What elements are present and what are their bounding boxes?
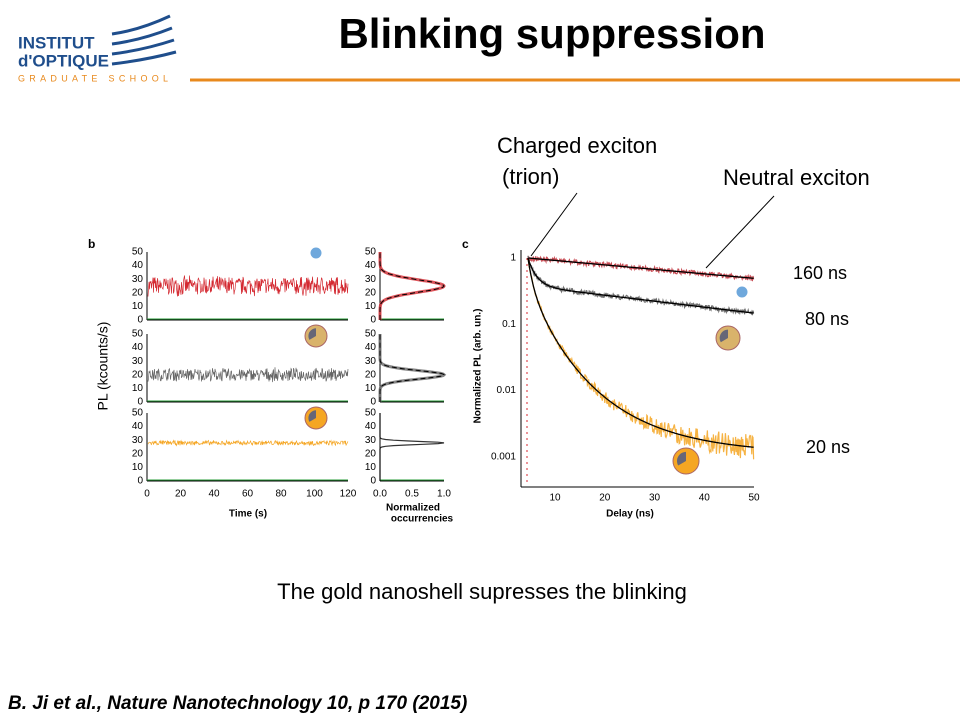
tick-label: 20 [365, 369, 377, 380]
particle-icon [309, 246, 323, 260]
x-axis-label: Normalized [386, 503, 440, 514]
tick-label: 40 [132, 421, 144, 432]
tick-label: 40 [208, 489, 220, 500]
decay-fit [527, 257, 754, 279]
arrow [530, 192, 578, 257]
tick-label: 0 [370, 476, 376, 487]
particle-core [308, 328, 316, 340]
annotation: Charged exciton [497, 133, 657, 158]
decay-data [527, 255, 755, 316]
arrow [705, 195, 775, 269]
title: Blinking suppression [338, 10, 765, 57]
histogram [378, 252, 446, 320]
tick-label: 30 [132, 356, 144, 367]
tick-label: 30 [132, 435, 144, 446]
tick-label: 0.1 [502, 319, 516, 330]
tick-label: 20 [365, 448, 377, 459]
tick-label: 10 [549, 493, 561, 504]
tick-label: 50 [132, 247, 144, 258]
tick-label: 30 [132, 274, 144, 285]
decay-fit [527, 257, 754, 448]
decay-fit [527, 257, 754, 314]
tick-label: 0 [137, 315, 143, 326]
caption: The gold nanoshell supresses the blinkin… [277, 579, 687, 604]
tick-label: 10 [365, 383, 377, 394]
tick-label: 0.001 [491, 452, 516, 463]
tick-label: 50 [132, 408, 144, 419]
tick-label: 20 [365, 287, 377, 298]
panel-label: c [462, 237, 469, 251]
pl-trace [147, 439, 349, 447]
tick-label: 20 [599, 493, 611, 504]
tick-label: 30 [365, 435, 377, 446]
tick-label: 10 [365, 462, 377, 473]
particle-icon [735, 285, 749, 299]
tick-label: 50 [365, 408, 377, 419]
tick-label: 0.5 [405, 489, 419, 500]
panel-label: b [88, 237, 95, 251]
tick-label: 1.0 [437, 489, 451, 500]
tick-label: 10 [132, 462, 144, 473]
tick-label: 0 [137, 397, 143, 408]
tick-label: 40 [132, 260, 144, 271]
tick-label: 0 [144, 489, 150, 500]
logo-line: d'OPTIQUE [18, 51, 109, 70]
tick-label: 0 [370, 397, 376, 408]
tick-label: 0.0 [373, 489, 387, 500]
logo-line: GRADUATE SCHOOL [18, 73, 172, 83]
tick-label: 20 [132, 287, 144, 298]
histogram [378, 334, 447, 402]
tick-label: 30 [649, 493, 661, 504]
tick-label: 20 [132, 448, 144, 459]
tick-label: 10 [132, 301, 144, 312]
lifetime: 80 ns [805, 309, 849, 329]
tick-label: 120 [340, 489, 357, 500]
logo-line: INSTITUT [18, 33, 95, 52]
tick-label: 0 [137, 476, 143, 487]
tick-label: 100 [306, 489, 323, 500]
tick-label: 1 [510, 253, 516, 264]
reference: B. Ji et al., Nature Nanotechnology 10, … [8, 693, 467, 714]
tick-label: 50 [365, 329, 377, 340]
tick-label: 50 [132, 329, 144, 340]
annotation: (trion) [502, 164, 559, 189]
tick-label: 50 [748, 493, 760, 504]
y-axis-label: PL (kcounts/s) [95, 322, 111, 411]
lifetime: 160 ns [793, 263, 847, 283]
tick-label: 40 [132, 342, 144, 353]
tick-label: 50 [365, 247, 377, 258]
x-axis-label: Time (s) [229, 509, 267, 520]
x-axis-label: occurrencies [391, 514, 454, 525]
particle-core [676, 451, 686, 466]
tick-label: 40 [365, 342, 377, 353]
particle-core [308, 410, 316, 422]
annotation: Neutral exciton [723, 165, 870, 190]
tick-label: 20 [132, 369, 144, 380]
tick-label: 20 [175, 489, 187, 500]
tick-label: 10 [132, 383, 144, 394]
tick-label: 10 [365, 301, 377, 312]
tick-label: 40 [365, 260, 377, 271]
tick-label: 60 [242, 489, 254, 500]
tick-label: 30 [365, 274, 377, 285]
histogram-fit [379, 334, 445, 402]
tick-label: 0.01 [497, 385, 517, 396]
tick-label: 30 [365, 356, 377, 367]
tick-label: 40 [699, 493, 711, 504]
particle-core [719, 329, 728, 343]
y-axis-label: Normalized PL (arb. un.) [473, 309, 484, 424]
histogram-fit [379, 252, 445, 320]
histogram [379, 413, 445, 481]
lifetime: 20 ns [806, 437, 850, 457]
tick-label: 80 [275, 489, 287, 500]
tick-label: 40 [365, 421, 377, 432]
logo-arcs [111, 14, 177, 66]
tick-label: 0 [370, 315, 376, 326]
pl-trace [147, 367, 349, 383]
logo: INSTITUT d'OPTIQUE GRADUATE SCHOOL [18, 14, 177, 83]
pl-trace [147, 275, 349, 297]
x-axis-label: Delay (ns) [606, 509, 654, 520]
